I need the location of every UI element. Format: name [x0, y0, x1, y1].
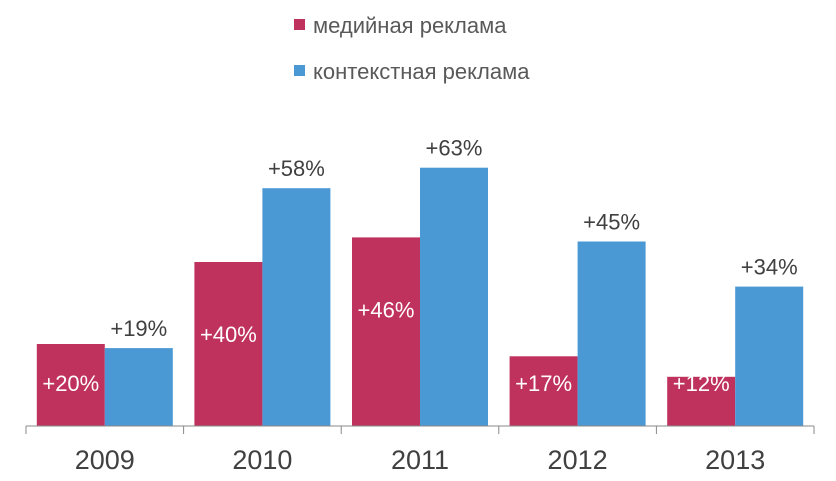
bar-0-2012: [509, 356, 578, 426]
bar-0-2013: [667, 376, 736, 426]
legend-label-1: контекстная реклама: [313, 59, 530, 84]
bar-0-2009: [36, 344, 105, 426]
bar-0-2010: [194, 262, 263, 426]
data-label-1-2013: +34%: [741, 255, 798, 280]
bar-1-2010: [262, 188, 331, 426]
bar-1-2013: [735, 286, 804, 426]
data-label-0-2012: +17%: [515, 371, 572, 396]
bars: [36, 167, 804, 426]
bar-1-2009: [104, 348, 173, 426]
data-label-0-2009: +20%: [42, 371, 99, 396]
data-label-1-2010: +58%: [268, 156, 325, 181]
data-label-1-2009: +19%: [110, 316, 167, 341]
data-label-1-2011: +63%: [426, 136, 483, 161]
legend: медийная реклама контекстная реклама: [294, 13, 530, 84]
legend-swatch-1: [294, 65, 305, 76]
data-label-0-2010: +40%: [200, 322, 257, 347]
bar-1-2012: [577, 241, 646, 426]
data-label-1-2012: +45%: [583, 210, 640, 235]
legend-label-0: медийная реклама: [313, 13, 507, 38]
x-tick-label-2010: 2010: [232, 445, 292, 475]
x-tick-label-2013: 2013: [705, 445, 765, 475]
data-label-0-2013: +12%: [673, 371, 730, 396]
x-tick-label-2012: 2012: [548, 445, 608, 475]
x-axis: 2009 2010 2011 2012 2013: [25, 425, 815, 475]
data-labels: +20% +19% +40% +58% +46% +63% +17% +45% +12% +34%: [42, 136, 797, 396]
x-tick-label-2011: 2011: [391, 445, 449, 475]
legend-swatch-0: [294, 19, 305, 30]
bar-0-2011: [352, 237, 420, 426]
data-label-0-2011: +46%: [358, 297, 415, 322]
x-tick-label-2009: 2009: [75, 445, 135, 475]
bar-1-2011: [420, 167, 488, 426]
